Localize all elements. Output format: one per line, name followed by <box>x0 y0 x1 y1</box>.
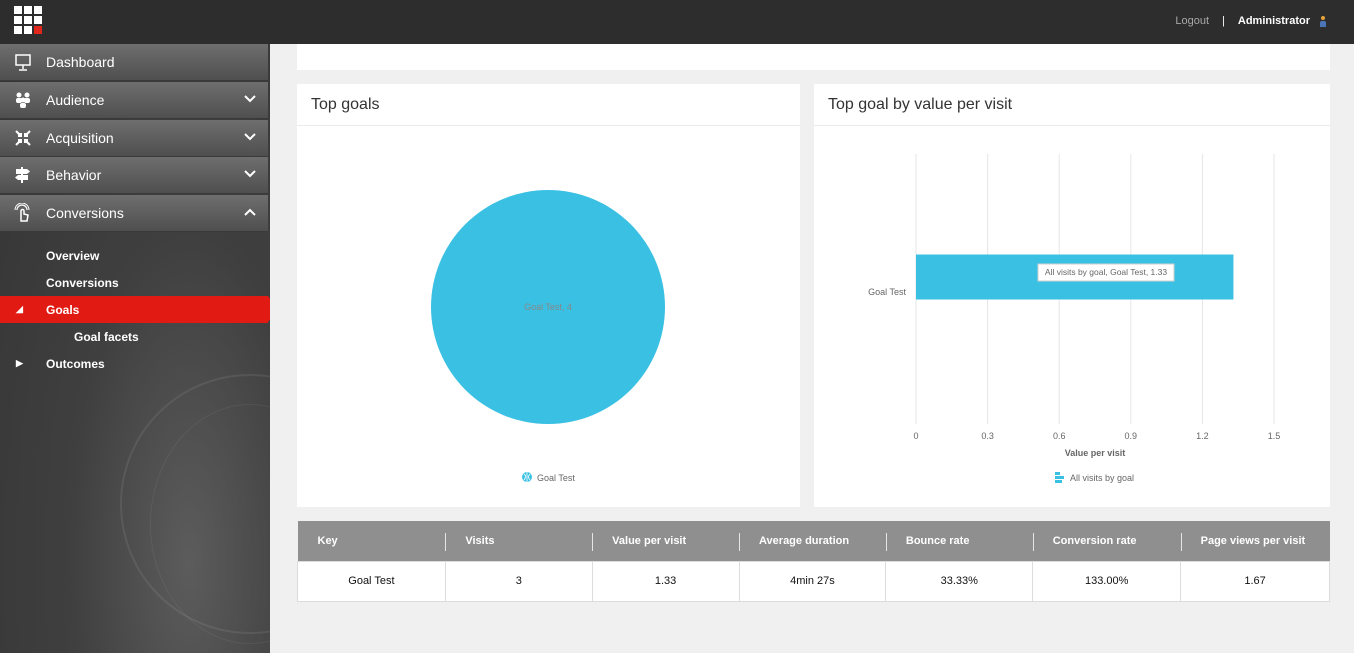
column-header-visits[interactable]: Visits <box>445 521 593 561</box>
chevron-down-icon[interactable] <box>232 132 268 144</box>
pie-slice[interactable] <box>431 190 665 424</box>
table-cell-value-per-visit: 1.33 <box>591 560 740 602</box>
sidebar-subitem-label: Outcomes <box>46 356 105 371</box>
goals-table: Key Visits Value per visit Average durat… <box>297 521 1330 602</box>
bar-tooltip-text: All visits by goal, Goal Test, 1.33 <box>1045 267 1167 277</box>
people-group-icon <box>0 82 46 118</box>
sidebar-subitem-label: Overview <box>46 248 100 263</box>
sidebar-item-conversions[interactable]: Conversions <box>0 195 268 232</box>
summary-panel <box>297 44 1330 70</box>
sidebar: Dashboard Audience Acquisition Behavior <box>0 44 270 653</box>
x-tick-label: 1.5 <box>1268 431 1281 441</box>
logout-link[interactable]: Logout <box>1175 15 1210 27</box>
table-cell-visits: 3 <box>444 560 593 602</box>
sidebar-subitem-label: Goal facets <box>74 329 139 344</box>
sidebar-item-dashboard[interactable]: Dashboard <box>0 44 268 81</box>
top-goals-panel: Top goals Goal Test, 4 Goal Test <box>297 84 800 507</box>
panel-divider <box>814 125 1330 126</box>
sidebar-item-acquisition[interactable]: Acquisition <box>0 120 268 157</box>
x-tick-label: 1.2 <box>1196 431 1209 441</box>
sidebar-item-behavior[interactable]: Behavior <box>0 157 268 194</box>
table-cell-page-views-per-visit: 1.67 <box>1180 560 1330 602</box>
sidebar-item-label: Acquisition <box>46 130 114 146</box>
column-header-conversion-rate[interactable]: Conversion rate <box>1032 521 1181 561</box>
arrows-inward-icon <box>0 120 46 156</box>
sidebar-item-label: Behavior <box>46 167 102 183</box>
caret-right-icon[interactable]: ▶ <box>16 358 23 368</box>
sidebar-subitem-overview[interactable]: Overview <box>0 242 270 269</box>
pie-chart: Goal Test, 4 Goal Test <box>431 190 665 483</box>
sidebar-item-label: Audience <box>46 92 105 108</box>
sidebar-subitem-label: Goals <box>46 302 80 317</box>
sidebar-item-label: Dashboard <box>46 54 115 70</box>
legend-bar-icon <box>1055 472 1060 475</box>
sidebar-item-audience[interactable]: Audience <box>0 82 268 119</box>
sidebar-subitem-label: Conversions <box>46 275 119 290</box>
top-goal-value-panel: Top goal by value per visit 0 0.3 0.6 0.9 1.… <box>814 84 1330 507</box>
chevron-up-icon[interactable] <box>232 207 268 219</box>
bar-tooltip: All visits by goal, Goal Test, 1.33 <box>1037 263 1175 282</box>
sidebar-subitem-goals[interactable]: ◢ Goals <box>0 296 270 323</box>
hand-pointer-icon <box>0 195 46 231</box>
table-header-row: Key Visits Value per visit Average durat… <box>297 521 1330 561</box>
x-tick-label: 0.9 <box>1125 431 1138 441</box>
table-cell-average-duration: 4min 27s <box>738 560 887 602</box>
user-icon[interactable] <box>1320 15 1326 27</box>
pie-legend-label: Goal Test <box>537 473 575 483</box>
sidebar-subitem-outcomes[interactable]: ▶ Outcomes <box>0 350 270 377</box>
column-header-bounce-rate[interactable]: Bounce rate <box>885 521 1033 561</box>
column-header-average-duration[interactable]: Average duration <box>739 521 886 561</box>
pie-slice-label: Goal Test, 4 <box>524 302 572 312</box>
panel-title: Top goals <box>311 96 380 113</box>
x-tick-label: 0.3 <box>981 431 994 441</box>
bar-legend[interactable]: All visits by goal <box>1055 472 1134 483</box>
presentation-board-icon <box>0 44 46 80</box>
table-row: Goal Test 3 1.33 4min 27s 33.33% 133.00%… <box>297 560 1330 602</box>
table-cell-bounce-rate: 33.33% <box>885 560 1034 602</box>
x-tick-label: 0 <box>913 431 918 441</box>
sidebar-subitem-goal-facets[interactable]: Goal facets <box>0 323 270 350</box>
table-cell-conversion-rate: 133.00% <box>1032 560 1182 602</box>
header-separator: | <box>1222 15 1225 27</box>
bar-chart: 0 0.3 0.6 0.9 1.2 1.5 Goal Test Value per vis… <box>868 154 1281 483</box>
bar-legend-label: All visits by goal <box>1070 473 1134 483</box>
panel-title: Top goal by value per visit <box>828 96 1013 113</box>
chevron-down-icon[interactable] <box>232 94 268 106</box>
user-area: Logout | Administrator <box>1175 15 1326 27</box>
panel-divider <box>297 125 800 126</box>
caret-down-icon[interactable]: ◢ <box>16 304 23 314</box>
sidebar-subitem-conversions[interactable]: Conversions <box>0 269 270 296</box>
column-header-value-per-visit[interactable]: Value per visit <box>592 521 740 561</box>
top-bar: Logout | Administrator <box>0 0 1354 44</box>
app-logo[interactable] <box>14 6 42 34</box>
x-axis-title: Value per visit <box>1065 448 1126 458</box>
column-header-key[interactable]: Key <box>297 521 446 561</box>
bar-category-label: Goal Test <box>868 287 906 297</box>
signpost-icon <box>0 157 46 193</box>
sidebar-item-label: Conversions <box>46 205 124 221</box>
column-header-page-views-per-visit[interactable]: Page views per visit <box>1180 521 1330 561</box>
table-cell-key: Goal Test <box>297 560 446 602</box>
user-name[interactable]: Administrator <box>1237 15 1310 27</box>
x-tick-label: 0.6 <box>1053 431 1066 441</box>
pie-legend[interactable]: Goal Test <box>522 472 575 483</box>
chevron-down-icon[interactable] <box>232 169 268 181</box>
